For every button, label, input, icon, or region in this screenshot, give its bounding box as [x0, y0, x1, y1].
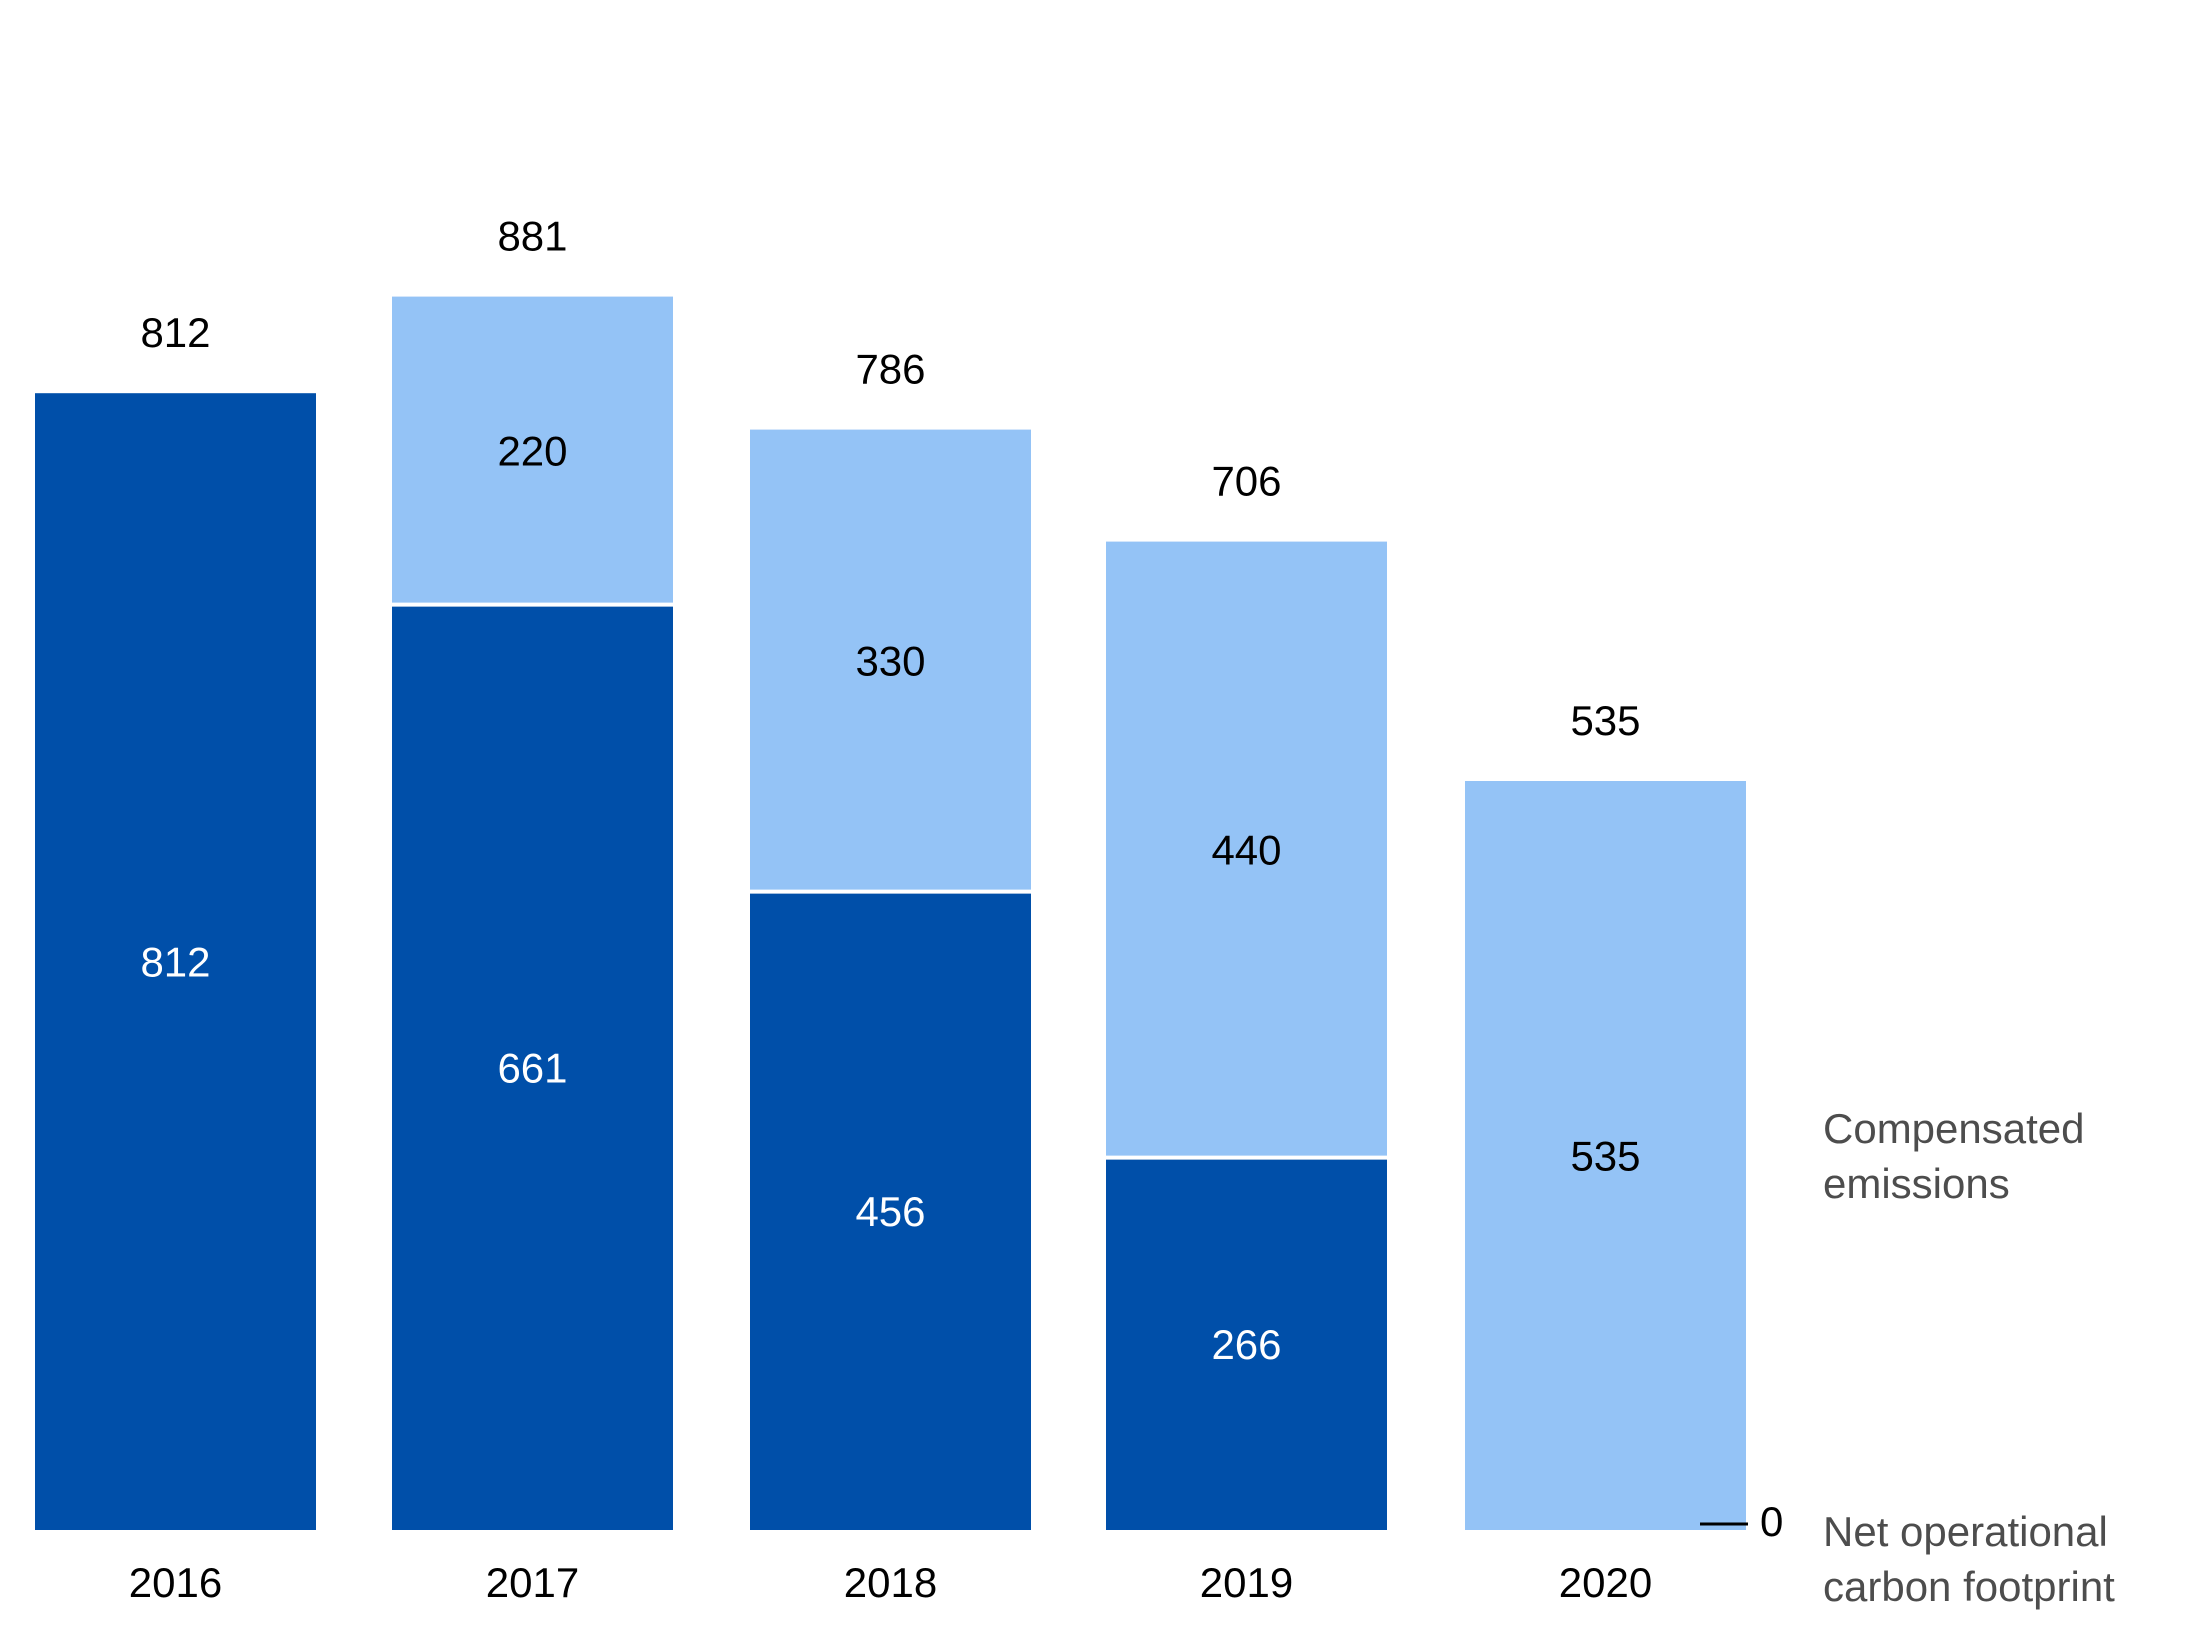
legend: 0 Compensated emissions Net operational … [1700, 1105, 2115, 1610]
segment-label-compensated-2017: 220 [497, 428, 567, 475]
segment-label-net-2016: 812 [140, 939, 210, 986]
legend-net-line-2: carbon footprint [1823, 1563, 2115, 1610]
bars-group [35, 296, 1746, 1531]
x-tick-label-2016: 2016 [129, 1559, 222, 1606]
bar-segment-compensated-2019 [1106, 541, 1387, 1158]
x-tick-label-2017: 2017 [486, 1559, 579, 1606]
total-label-2016: 812 [140, 309, 210, 356]
segment-label-compensated-2019: 440 [1211, 827, 1281, 874]
total-label-2017: 881 [497, 213, 567, 260]
segment-label-compensated-2020: 535 [1570, 1133, 1640, 1180]
legend-compensated-line-1: Compensated [1823, 1105, 2085, 1152]
total-label-2019: 706 [1211, 458, 1281, 505]
labels-group: 812 812 2016 661 220 881 2017 456 330 786 2018 266 4… [129, 213, 1652, 1606]
x-tick-label-2020: 2020 [1559, 1559, 1652, 1606]
bar-segment-compensated-2020 [1465, 781, 1746, 1530]
x-tick-label-2019: 2019 [1200, 1559, 1293, 1606]
segment-label-net-2018: 456 [855, 1188, 925, 1235]
segment-label-net-2019: 266 [1211, 1321, 1281, 1368]
bar-segment-compensated-2018 [750, 429, 1031, 892]
total-label-2018: 786 [855, 346, 925, 393]
bar-segment-net-2019 [1106, 1157, 1387, 1530]
legend-net-line-1: Net operational [1823, 1508, 2108, 1555]
bar-segment-net-2018 [750, 891, 1031, 1530]
legend-compensated-line-2: emissions [1823, 1160, 2010, 1207]
total-label-2020: 535 [1570, 697, 1640, 744]
segment-label-compensated-2018: 330 [855, 638, 925, 685]
zero-marker-label: 0 [1760, 1498, 1783, 1545]
x-tick-label-2018: 2018 [844, 1559, 937, 1606]
bar-segment-net-2016 [35, 393, 316, 1531]
segment-label-net-2017: 661 [497, 1044, 567, 1091]
bar-segment-compensated-2017 [392, 296, 673, 605]
bar-segment-net-2017 [392, 604, 673, 1530]
